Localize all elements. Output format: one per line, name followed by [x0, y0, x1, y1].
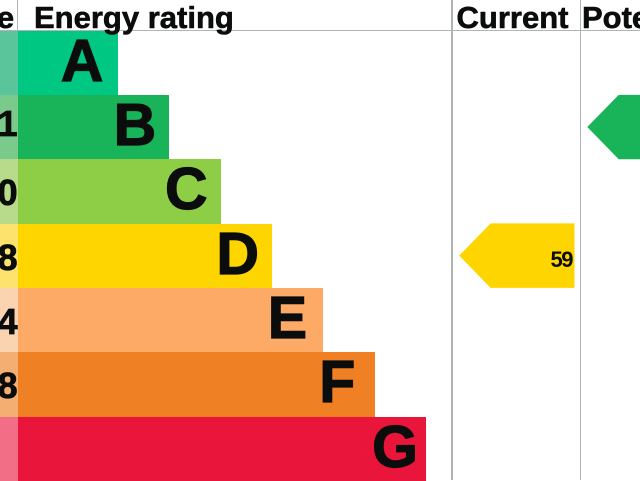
- svg-text:59: 59: [551, 247, 574, 272]
